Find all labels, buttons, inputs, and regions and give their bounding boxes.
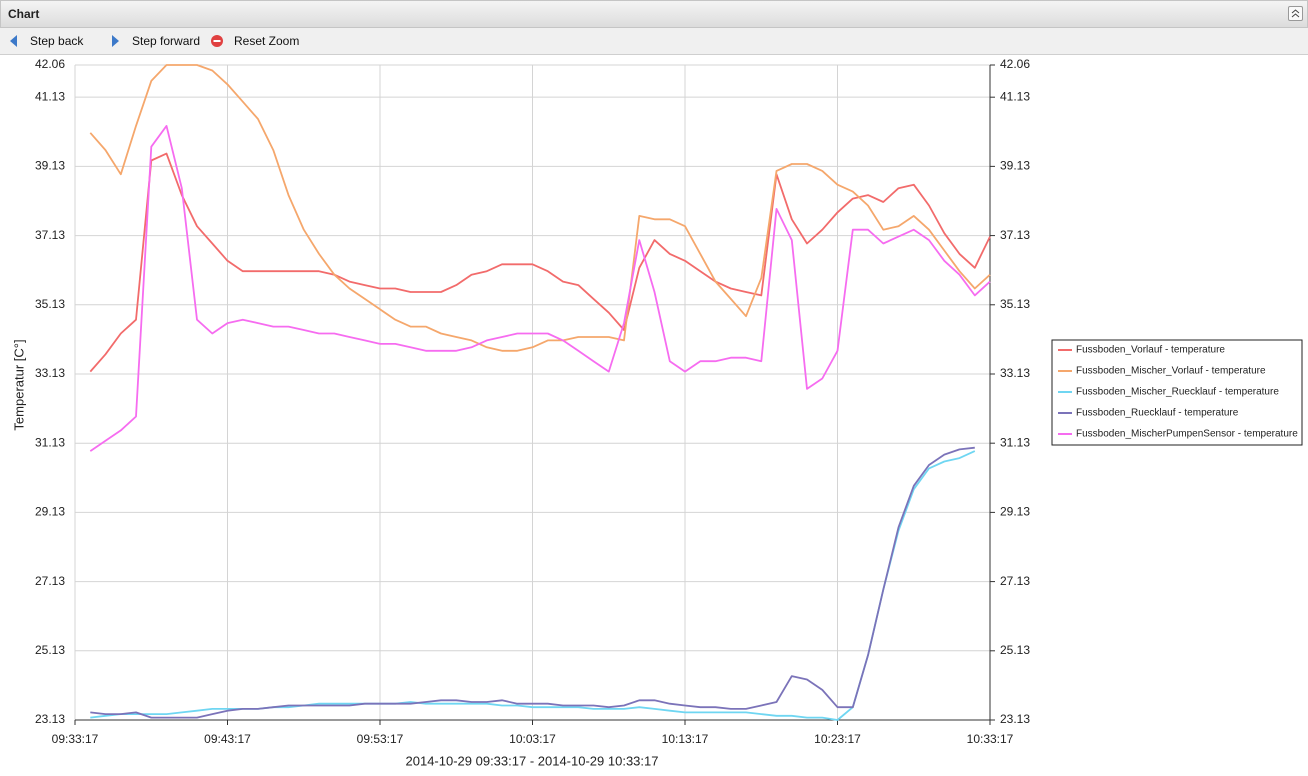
y2-tick-label: 35.13: [1000, 297, 1030, 311]
reset-icon: [211, 35, 223, 47]
y2-tick-label: 42.06: [1000, 57, 1030, 71]
y-tick-label: 31.13: [35, 435, 65, 449]
y2-tick-label: 33.13: [1000, 366, 1030, 380]
y-tick-label: 42.06: [35, 57, 65, 71]
x-tick-label: 10:13:17: [662, 732, 709, 746]
y2-tick-label: 27.13: [1000, 574, 1030, 588]
y-tick-label: 35.13: [35, 297, 65, 311]
y2-tick-label: 25.13: [1000, 643, 1030, 657]
y2-tick-label: 23.13: [1000, 712, 1030, 726]
legend-label: Fussboden_Vorlauf - temperature: [1076, 345, 1225, 356]
y2-tick-label: 31.13: [1000, 435, 1030, 449]
button-label: Step forward: [132, 34, 201, 48]
collapse-icon: [1291, 9, 1300, 18]
y2-tick-label: 37.13: [1000, 228, 1030, 242]
toolbar: Step back Step forward Reset Zoom: [0, 28, 1308, 55]
step-forward-button[interactable]: Step forward: [110, 28, 200, 54]
x-tick-label: 09:43:17: [204, 732, 251, 746]
legend-label: Fussboden_Mischer_Ruecklauf - temperatur…: [1076, 387, 1279, 398]
y-axis-title: Temperatur [C°]: [11, 339, 26, 430]
y-tick-label: 25.13: [35, 643, 65, 657]
legend-box: [1051, 339, 1303, 446]
legend-label: Fussboden_Mischer_Vorlauf - temperature: [1076, 366, 1266, 377]
series-line: [89, 125, 991, 452]
x-tick-label: 09:33:17: [52, 732, 99, 746]
y2-tick-label: 39.13: [1000, 159, 1030, 173]
legend-label: Fussboden_MischerPumpenSensor - temperat…: [1076, 429, 1298, 440]
y-tick-label: 23.13: [35, 712, 65, 726]
x-tick-label: 10:33:17: [967, 732, 1014, 746]
panel-title: Chart: [8, 7, 40, 21]
panel-header: Chart: [0, 0, 1308, 28]
y-tick-label: 27.13: [35, 574, 65, 588]
y-tick-label: 41.13: [35, 89, 65, 103]
x-tick-label: 10:23:17: [814, 732, 861, 746]
step-back-button[interactable]: Step back: [8, 28, 83, 54]
series-line: [89, 64, 991, 352]
series-line: [89, 152, 991, 373]
x-tick-label: 10:03:17: [509, 732, 556, 746]
forward-icon: [112, 35, 119, 47]
y2-tick-label: 41.13: [1000, 89, 1030, 103]
reset-zoom-button[interactable]: Reset Zoom: [210, 28, 299, 54]
collapse-button[interactable]: [1288, 6, 1303, 21]
x-tick-label: 09:53:17: [357, 732, 404, 746]
back-icon: [10, 35, 17, 47]
y-tick-label: 39.13: [35, 159, 65, 173]
y-tick-label: 33.13: [35, 366, 65, 380]
button-label: Reset Zoom: [234, 34, 300, 48]
x-axis-title: 2014-10-29 09:33:17 - 2014-10-29 10:33:1…: [406, 753, 659, 768]
y2-tick-label: 29.13: [1000, 505, 1030, 519]
legend-label: Fussboden_Ruecklauf - temperature: [1076, 408, 1239, 419]
y-tick-label: 29.13: [35, 505, 65, 519]
y-tick-label: 37.13: [35, 228, 65, 242]
button-label: Step back: [30, 34, 84, 48]
series-line: [90, 446, 975, 719]
